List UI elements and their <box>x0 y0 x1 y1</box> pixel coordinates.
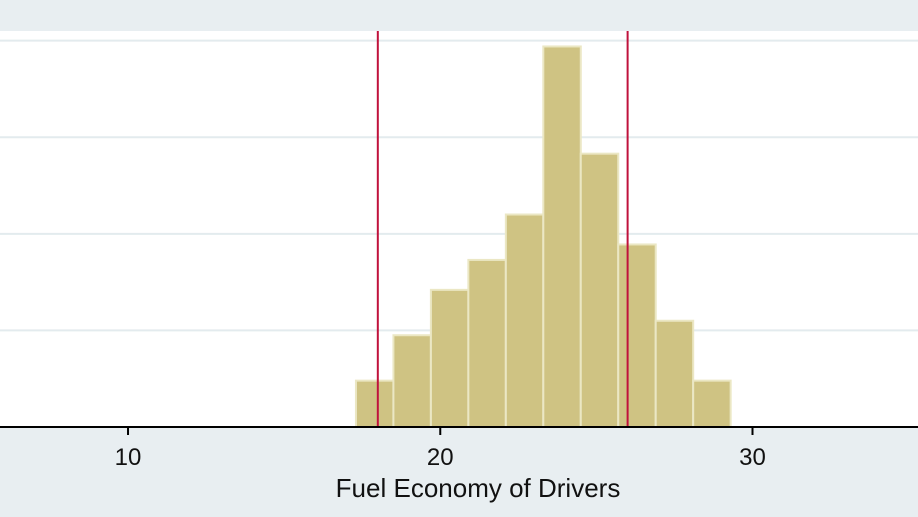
x-tick-label: 30 <box>739 444 766 471</box>
histogram-bar <box>354 379 395 429</box>
histogram-bar <box>429 288 470 428</box>
histogram-bar <box>504 213 545 428</box>
histogram-bar <box>579 152 620 428</box>
x-axis-ticks: 10 20 30 <box>115 427 766 471</box>
histogram-bar <box>542 45 582 429</box>
histogram-bar <box>692 379 732 429</box>
histogram-bar <box>617 243 657 428</box>
x-tick-label: 10 <box>115 444 142 471</box>
histogram-bar <box>654 319 695 429</box>
histogram-bar <box>392 334 432 428</box>
reference-line-layer <box>376 31 629 427</box>
x-tick-label: 20 <box>427 444 454 471</box>
x-axis-title: Fuel Economy of Drivers <box>336 473 621 503</box>
histogram-bar <box>467 258 507 428</box>
